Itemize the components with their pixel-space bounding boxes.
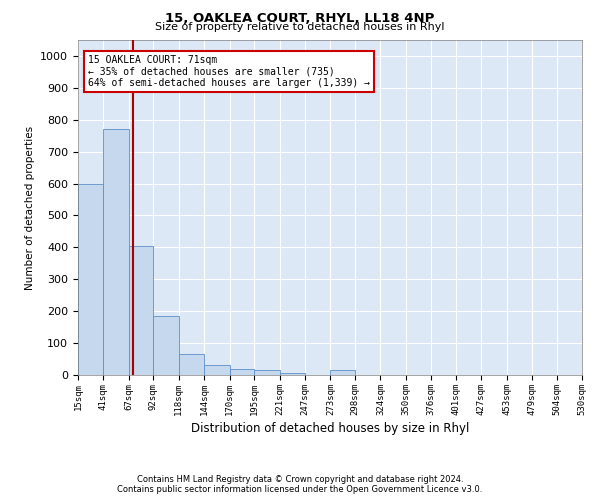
- Text: 15 OAKLEA COURT: 71sqm
← 35% of detached houses are smaller (735)
64% of semi-de: 15 OAKLEA COURT: 71sqm ← 35% of detached…: [88, 55, 370, 88]
- Text: Contains HM Land Registry data © Crown copyright and database right 2024.: Contains HM Land Registry data © Crown c…: [137, 475, 463, 484]
- Bar: [154, 316, 179, 375]
- Bar: [331, 370, 355, 375]
- Bar: [179, 354, 204, 375]
- X-axis label: Distribution of detached houses by size in Rhyl: Distribution of detached houses by size …: [191, 422, 469, 435]
- Y-axis label: Number of detached properties: Number of detached properties: [25, 126, 35, 290]
- Bar: [103, 130, 129, 375]
- Bar: [204, 366, 230, 375]
- Text: Contains public sector information licensed under the Open Government Licence v3: Contains public sector information licen…: [118, 485, 482, 494]
- Text: 15, OAKLEA COURT, RHYL, LL18 4NP: 15, OAKLEA COURT, RHYL, LL18 4NP: [166, 12, 434, 24]
- Bar: [78, 184, 103, 375]
- Bar: [280, 374, 305, 375]
- Text: Size of property relative to detached houses in Rhyl: Size of property relative to detached ho…: [155, 22, 445, 32]
- Bar: [254, 370, 280, 375]
- Bar: [129, 246, 154, 375]
- Bar: [230, 368, 254, 375]
